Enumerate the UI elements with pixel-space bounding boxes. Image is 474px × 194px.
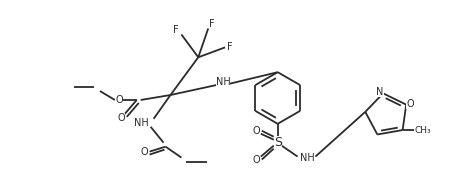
Text: NH: NH (300, 152, 315, 163)
Text: CH₃: CH₃ (414, 126, 431, 135)
Text: O: O (406, 99, 414, 109)
Text: N: N (376, 87, 384, 97)
Text: F: F (210, 19, 215, 29)
Text: O: O (117, 113, 125, 123)
Text: O: O (252, 155, 260, 165)
Text: S: S (273, 136, 282, 149)
Text: O: O (252, 126, 260, 136)
Text: O: O (141, 147, 148, 157)
Text: F: F (173, 25, 178, 36)
Text: NH: NH (134, 118, 149, 128)
Text: F: F (227, 42, 233, 52)
Text: O: O (115, 95, 123, 105)
Text: NH: NH (216, 77, 230, 87)
